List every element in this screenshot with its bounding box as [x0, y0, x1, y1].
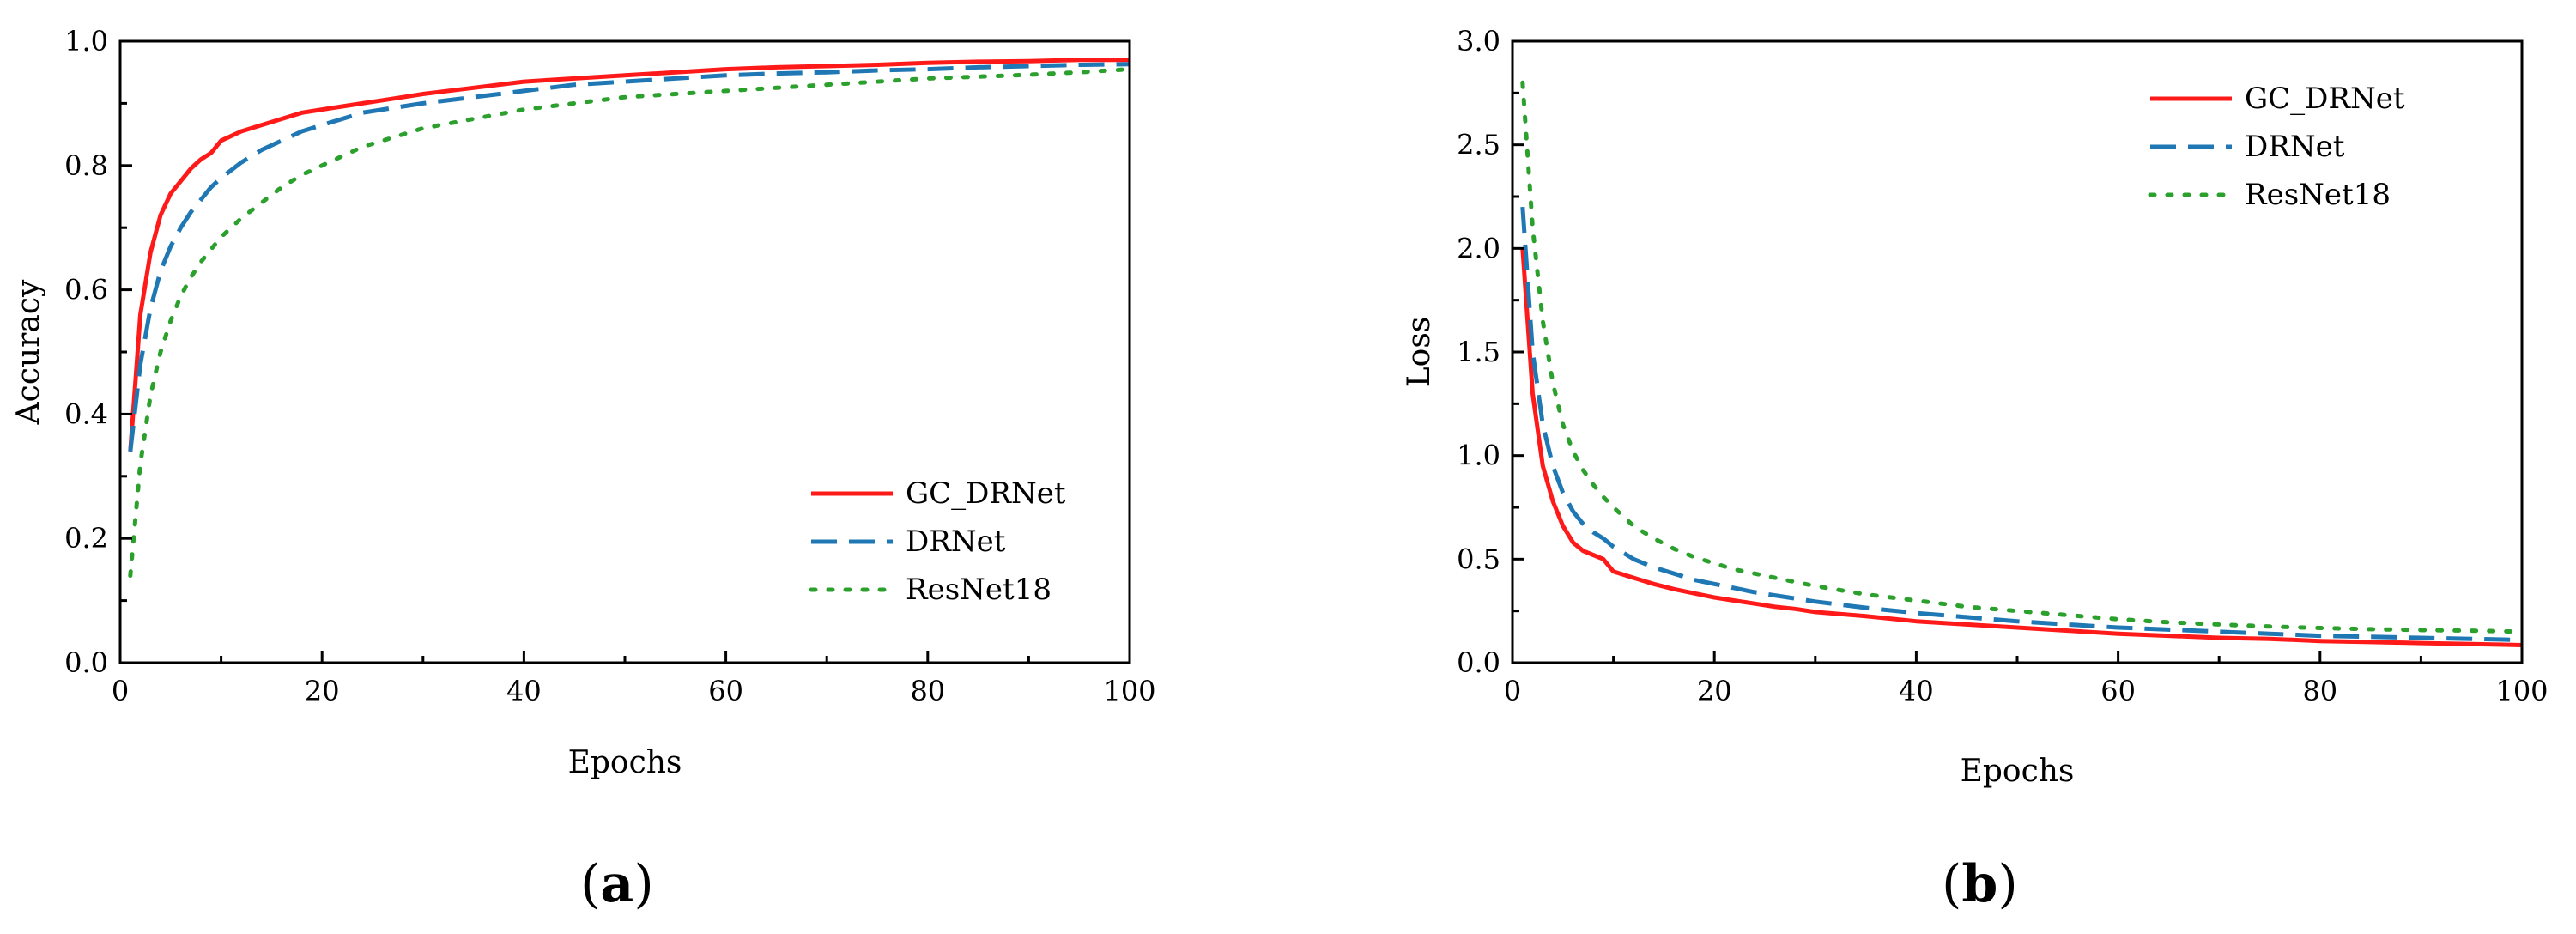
accuracy-y-tick-label: 0.4	[64, 397, 108, 430]
loss-y-tick-label: 2.5	[1457, 129, 1500, 161]
loss-series-gc-drnet	[1520, 248, 2522, 647]
accuracy-y-tick-label: 0.8	[64, 149, 108, 182]
loss-x-axis-title: Epochs	[1961, 754, 2075, 789]
loss-x-tick-label: 60	[2100, 675, 2136, 707]
panel-label-b: (b)	[1942, 854, 2018, 914]
accuracy-x-axis-title: Epochs	[568, 745, 682, 780]
loss-y-tick-label: 0.5	[1457, 543, 1500, 575]
loss-x-tick-label: 20	[1697, 675, 1732, 707]
accuracy-series-drnet	[128, 62, 1130, 452]
panel-label-a: (a)	[580, 854, 654, 914]
loss-x-tick-label: 100	[2495, 675, 2548, 707]
loss-legend-label: DRNet	[2245, 130, 2345, 164]
accuracy-x-tick-label: 20	[305, 675, 340, 707]
loss-legend-label: ResNet18	[2245, 178, 2391, 212]
loss-legend: GC_DRNet DRNet ResNet18	[2148, 82, 2405, 212]
accuracy-x-tick-label: 60	[708, 675, 743, 707]
accuracy-series-resnet18	[128, 67, 1130, 579]
loss-x-tick-label: 80	[2302, 675, 2337, 707]
loss-chart: 0 20 40 60 80 100 0.0 0.5 1.0 1.5 2.0 2.5 3.0 Epochs…	[1402, 25, 2549, 914]
loss-legend-label: GC_DRNet	[2245, 82, 2405, 116]
loss-y-tick-label: 2.0	[1457, 232, 1500, 264]
loss-x-tick-label: 0	[1504, 675, 1521, 707]
accuracy-x-tick-label: 80	[910, 675, 945, 707]
panel-label-a-letter: a	[600, 854, 633, 914]
accuracy-axes: 0 20 40 60 80 100 0.0 0.2 0.4 0.6 0.8 1.0	[64, 25, 1155, 707]
accuracy-legend-label: GC_DRNet	[906, 476, 1066, 511]
accuracy-x-tick-label: 100	[1103, 675, 1155, 707]
accuracy-legend-label: DRNet	[906, 525, 1006, 559]
loss-y-tick-label: 3.0	[1457, 25, 1500, 58]
loss-series-drnet	[1520, 206, 2522, 642]
accuracy-y-tick-label: 0.0	[64, 646, 108, 679]
accuracy-series-layer	[128, 58, 1130, 579]
loss-y-tick-label: 1.5	[1457, 336, 1500, 368]
loss-y-axis-title: Loss	[1402, 317, 1437, 388]
accuracy-y-tick-label: 0.2	[64, 522, 108, 555]
accuracy-chart: 0 20 40 60 80 100 0.0 0.2 0.4 0.6 0.8 1.0 Epochs Ac…	[11, 25, 1156, 914]
loss-x-tick-label: 40	[1899, 675, 1934, 707]
accuracy-series-gc-drnet	[128, 58, 1130, 452]
accuracy-y-axis-title: Accuracy	[11, 279, 46, 425]
accuracy-x-tick-label: 0	[112, 675, 129, 707]
loss-y-tick-label: 1.0	[1457, 440, 1500, 472]
accuracy-y-tick-label: 1.0	[64, 25, 108, 58]
loss-axes: 0 20 40 60 80 100 0.0 0.5 1.0 1.5 2.0 2.5 3.0	[1457, 25, 2548, 707]
loss-series-resnet18	[1520, 80, 2522, 634]
accuracy-legend: GC_DRNet DRNet ResNet18	[809, 476, 1066, 607]
loss-y-tick-label: 0.0	[1457, 646, 1500, 679]
accuracy-plot-frame	[118, 39, 1131, 664]
loss-series-layer	[1520, 80, 2522, 647]
accuracy-x-tick-label: 40	[506, 675, 542, 707]
accuracy-legend-label: ResNet18	[906, 573, 1052, 607]
accuracy-y-tick-label: 0.6	[64, 274, 108, 306]
panel-label-b-letter: b	[1961, 854, 1997, 914]
